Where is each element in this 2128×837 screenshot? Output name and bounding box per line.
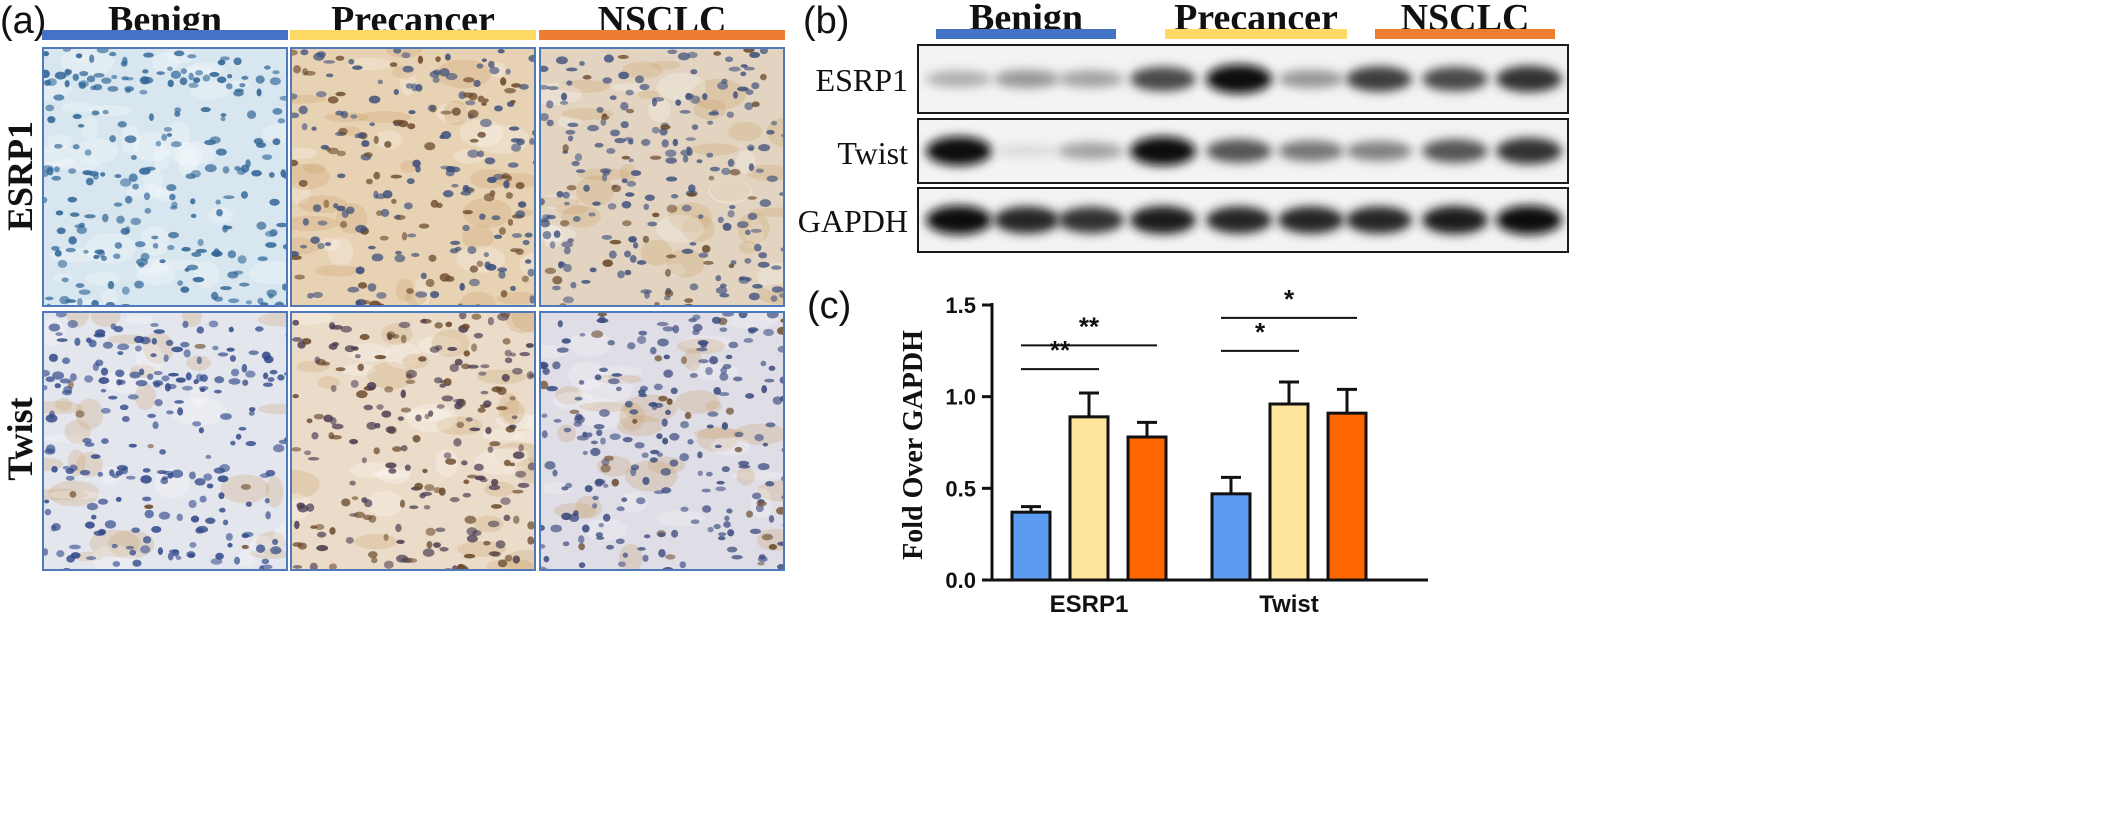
- blot-band: [1278, 69, 1344, 89]
- panel-b-bar-benign: [936, 29, 1116, 39]
- blot-band: [1130, 66, 1196, 92]
- x-category-label: ESRP1: [1050, 591, 1129, 618]
- y-tick-label: 0.0: [945, 568, 976, 593]
- blot-label-gapdh: GAPDH: [797, 203, 908, 239]
- y-tick-label: 0.5: [945, 476, 976, 501]
- panel-a-letter: (a): [0, 0, 47, 42]
- ihc-image-twist-precancer: [290, 311, 536, 571]
- blot-band: [1422, 66, 1488, 92]
- significance-label: *: [1284, 285, 1295, 314]
- blot-label-twist: Twist: [837, 135, 908, 171]
- blot-band: [1206, 139, 1272, 163]
- blot-band: [1130, 205, 1196, 235]
- ihc-image-esrp1-nsclc: [539, 47, 785, 307]
- bar: [1326, 411, 1368, 582]
- panel-a-row-label-twist: Twist: [0, 397, 40, 481]
- panel-b-bar-precancer: [1165, 29, 1347, 39]
- blot-band: [1496, 65, 1562, 93]
- blot-band: [1496, 137, 1562, 165]
- blot-gapdh: [917, 187, 1569, 253]
- blot-esrp1: [917, 44, 1569, 114]
- blot-band: [994, 206, 1060, 234]
- blot-band: [1422, 139, 1488, 163]
- panel-a-bar-nsclc: [539, 30, 785, 40]
- ihc-image-twist-benign: [42, 311, 288, 571]
- y-tick-label: 1.5: [945, 293, 976, 318]
- blot-band: [1058, 142, 1124, 160]
- ihc-texture: [541, 49, 783, 305]
- significance-label: **: [1079, 311, 1100, 341]
- blot-label-esrp1: ESRP1: [815, 62, 908, 98]
- blot-band: [1206, 206, 1272, 234]
- ihc-image-twist-nsclc: [539, 311, 785, 571]
- blot-band: [1346, 66, 1412, 92]
- significance-label: *: [1255, 317, 1266, 347]
- blot-band: [1496, 205, 1562, 235]
- ihc-texture: [292, 313, 534, 569]
- blot-band: [926, 136, 992, 166]
- blot-band: [994, 69, 1060, 89]
- ihc-image-esrp1-precancer: [290, 47, 536, 307]
- ihc-texture: [541, 313, 783, 569]
- blot-band: [994, 144, 1060, 158]
- bar: [1210, 492, 1252, 582]
- blot-band: [1206, 64, 1272, 94]
- blot-band: [926, 205, 992, 235]
- bar: [1068, 415, 1110, 582]
- ihc-image-esrp1-benign: [42, 47, 288, 307]
- y-tick-label: 1.0: [945, 385, 976, 410]
- bar: [1268, 402, 1310, 582]
- blot-band: [1278, 140, 1344, 162]
- blot-band: [1130, 136, 1196, 166]
- blot-band: [1058, 70, 1124, 88]
- blot-band: [1058, 206, 1124, 234]
- blot-band: [926, 70, 992, 88]
- panel-c-letter: (c): [807, 285, 852, 327]
- panel-b-letter: (b): [803, 0, 850, 42]
- blot-band: [1422, 205, 1488, 235]
- blot-band: [1346, 140, 1412, 162]
- panel-a-row-label-esrp1: ESRP1: [0, 120, 40, 231]
- bar: [1010, 510, 1052, 582]
- y-axis-title: Fold Over GAPDH: [898, 330, 929, 560]
- blot-twist: [917, 118, 1569, 184]
- significance-label: **: [1050, 335, 1071, 365]
- blot-band: [1346, 206, 1412, 234]
- blot-band: [1278, 206, 1344, 234]
- panel-a-bar-benign: [42, 30, 288, 40]
- x-category-label: Twist: [1259, 591, 1319, 618]
- panel-a-bar-precancer: [290, 30, 536, 40]
- ihc-texture: [292, 49, 534, 305]
- panel-b-bar-nsclc: [1375, 29, 1555, 39]
- ihc-texture: [44, 49, 286, 305]
- ihc-texture: [44, 313, 286, 569]
- bar: [1126, 435, 1168, 582]
